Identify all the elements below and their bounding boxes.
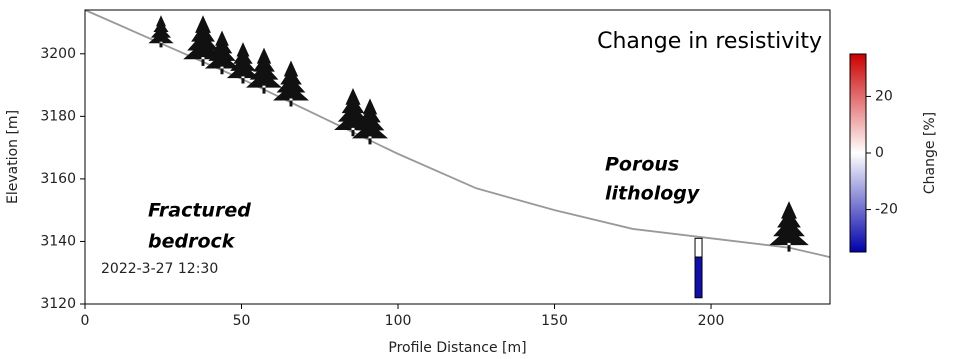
y-tick-label: 3120	[40, 296, 76, 312]
x-tick-label: 0	[81, 313, 90, 329]
x-axis-label: Profile Distance [m]	[388, 340, 526, 356]
colorbar-tick-label: 20	[875, 88, 893, 104]
tree-icon	[246, 47, 282, 94]
colorbar-tick-label: 0	[875, 145, 884, 161]
y-tick-label: 3180	[40, 108, 76, 124]
colorbar-label: Change [%]	[922, 112, 938, 194]
tree-icon	[226, 42, 260, 84]
annotation: Porous	[605, 154, 679, 176]
colorbar-tick-label: -20	[875, 202, 898, 218]
x-tick-label: 200	[698, 313, 725, 329]
x-tick-label: 150	[541, 313, 568, 329]
x-tick-label: 50	[233, 313, 251, 329]
annotation: bedrock	[148, 231, 236, 253]
annotation: Change in resistivity	[597, 29, 822, 54]
annotation: 2022-3-27 12:30	[101, 261, 218, 277]
y-tick-label: 3140	[40, 233, 76, 249]
x-tick-label: 100	[385, 313, 412, 329]
annotation: lithology	[605, 183, 701, 205]
tree-icon	[273, 60, 309, 107]
annotation: Fractured	[148, 200, 251, 222]
tree-icon	[769, 201, 809, 252]
y-tick-label: 3200	[40, 46, 76, 62]
borehole-segment	[694, 256, 703, 299]
tree-icon	[148, 15, 174, 48]
colorbar	[849, 53, 867, 253]
tree-icon	[352, 98, 388, 145]
y-tick-label: 3160	[40, 171, 76, 187]
tree-icon	[204, 30, 240, 75]
y-axis-label: Elevation [m]	[5, 110, 21, 204]
plot-frame	[84, 9, 831, 305]
borehole-segment	[694, 237, 703, 258]
